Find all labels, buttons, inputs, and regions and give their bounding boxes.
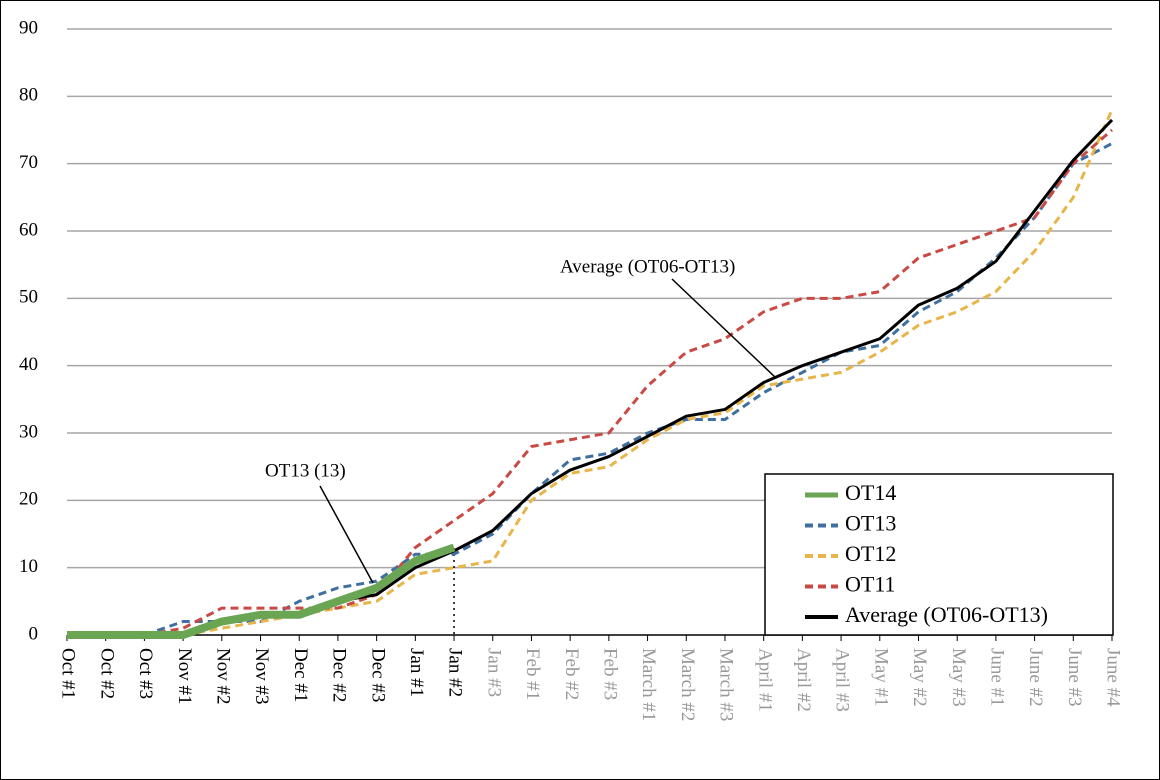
annotation-line — [319, 485, 374, 584]
x-tick-label: June #4 — [1103, 648, 1124, 707]
x-tick-label: Feb #1 — [522, 648, 543, 700]
x-tick-label: March #3 — [716, 648, 737, 721]
y-tick-label: 20 — [19, 489, 38, 510]
x-tick-label: Nov #2 — [212, 648, 233, 704]
x-tick-label: Dec #1 — [290, 648, 311, 702]
x-tick-label: Feb #2 — [561, 648, 582, 700]
annotation: OT13 (13) — [265, 460, 346, 481]
y-tick-label: 0 — [29, 623, 39, 644]
legend-label: OT14 — [845, 480, 896, 505]
x-tick-label: Oct #2 — [96, 648, 117, 699]
legend-label: OT11 — [845, 572, 896, 597]
x-tick-label: June #3 — [1064, 648, 1085, 707]
x-tick-label: June #2 — [1025, 648, 1046, 707]
x-tick-label: May #1 — [870, 648, 891, 707]
x-tick-label: Dec #3 — [367, 648, 388, 702]
x-tick-label: May #2 — [909, 648, 930, 707]
annotation: Average (OT06-OT13) — [560, 256, 735, 277]
y-tick-label: 30 — [19, 421, 38, 442]
x-tick-label: Jan #1 — [406, 648, 427, 697]
x-tick-label: March #2 — [677, 648, 698, 721]
x-tick-label: Oct #1 — [58, 648, 79, 699]
legend-label: Average (OT06-OT13) — [845, 602, 1048, 627]
y-tick-label: 70 — [19, 152, 38, 173]
x-tick-label: March #1 — [638, 648, 659, 721]
x-tick-label: June #1 — [987, 648, 1008, 707]
series-line — [67, 128, 1113, 637]
legend-label: OT13 — [845, 511, 896, 536]
x-tick-label: April #3 — [832, 648, 853, 712]
y-tick-label: 40 — [19, 354, 38, 375]
y-tick-label: 60 — [19, 219, 38, 240]
y-tick-label: 50 — [19, 287, 38, 308]
x-tick-label: Jan #3 — [483, 648, 504, 697]
x-tick-label: May #3 — [948, 648, 969, 707]
x-tick-label: Nov #3 — [251, 648, 272, 704]
x-tick-label: April #1 — [754, 648, 775, 712]
x-tick-label: Oct #3 — [135, 648, 156, 699]
y-tick-label: 80 — [19, 85, 38, 106]
y-tick-label: 10 — [19, 556, 38, 577]
x-tick-label: Nov #1 — [174, 648, 195, 704]
x-tick-label: Dec #2 — [329, 648, 350, 702]
series-line — [67, 543, 456, 639]
y-tick-label: 90 — [19, 17, 38, 38]
annotation-line — [671, 278, 777, 379]
series-line — [67, 109, 1114, 637]
legend-label: OT12 — [845, 541, 896, 566]
x-tick-label: Feb #3 — [599, 648, 620, 700]
x-tick-label: April #2 — [793, 648, 814, 712]
x-tick-label: Jan #2 — [445, 648, 466, 697]
